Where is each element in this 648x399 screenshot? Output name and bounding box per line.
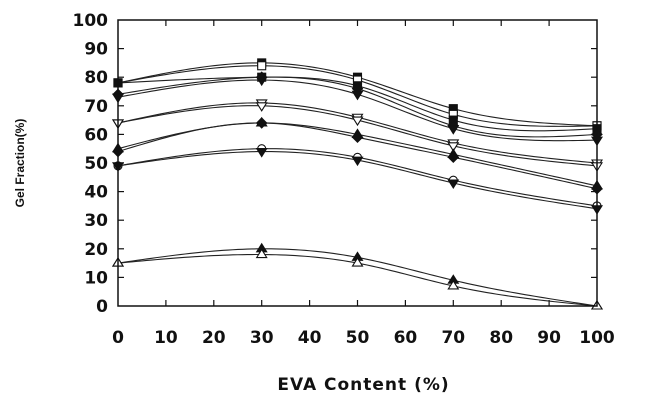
data-point-marker [351,156,364,167]
data-point-marker [255,76,268,87]
data-point-marker [447,151,460,164]
x-tick-label: 60 [394,328,418,348]
x-tick-label: 100 [579,328,615,348]
y-tick-label: 0 [96,297,108,317]
series-10 [113,144,602,211]
x-tick-label: 80 [489,328,513,348]
data-point-marker [255,248,268,259]
x-tick-label: 10 [154,328,178,348]
x-tick-label: 50 [346,328,370,348]
y-axis-label: Gel Fraction(%) [13,119,27,208]
x-tick-label: 90 [537,328,561,348]
data-point-marker [255,102,268,112]
x-tick-label: 70 [441,328,465,348]
x-tick-label: 30 [250,328,274,348]
x-tick-label: 40 [298,328,322,348]
data-point-marker [447,179,460,190]
x-tick-label: 20 [202,328,226,348]
data-point-marker [351,257,364,267]
data-point-marker [351,116,364,127]
y-tick-label: 30 [84,211,108,231]
plot-frame [117,19,598,307]
data-point-marker [255,117,268,129]
data-point-marker [255,148,268,158]
data-point-marker [351,131,364,144]
data-point-marker [447,125,460,135]
y-tick-label: 80 [84,68,108,88]
x-axis-label: EVA Content (%) [277,375,449,395]
y-tick-label: 50 [84,154,108,174]
data-point-marker [351,90,364,101]
y-tick-label: 10 [84,268,108,288]
y-tick-label: 70 [84,97,108,117]
series-5 [112,76,603,147]
data-point-marker [257,61,267,71]
data-point-marker [447,279,460,290]
data-point-marker [447,142,460,152]
y-tick-label: 90 [84,40,108,60]
series-9 [112,117,603,195]
y-tick-label: 20 [84,240,108,260]
y-tick-label: 60 [84,125,108,145]
x-tick-label: 0 [112,328,124,348]
y-tick-label: 40 [84,183,108,203]
y-tick-label: 100 [73,11,109,31]
